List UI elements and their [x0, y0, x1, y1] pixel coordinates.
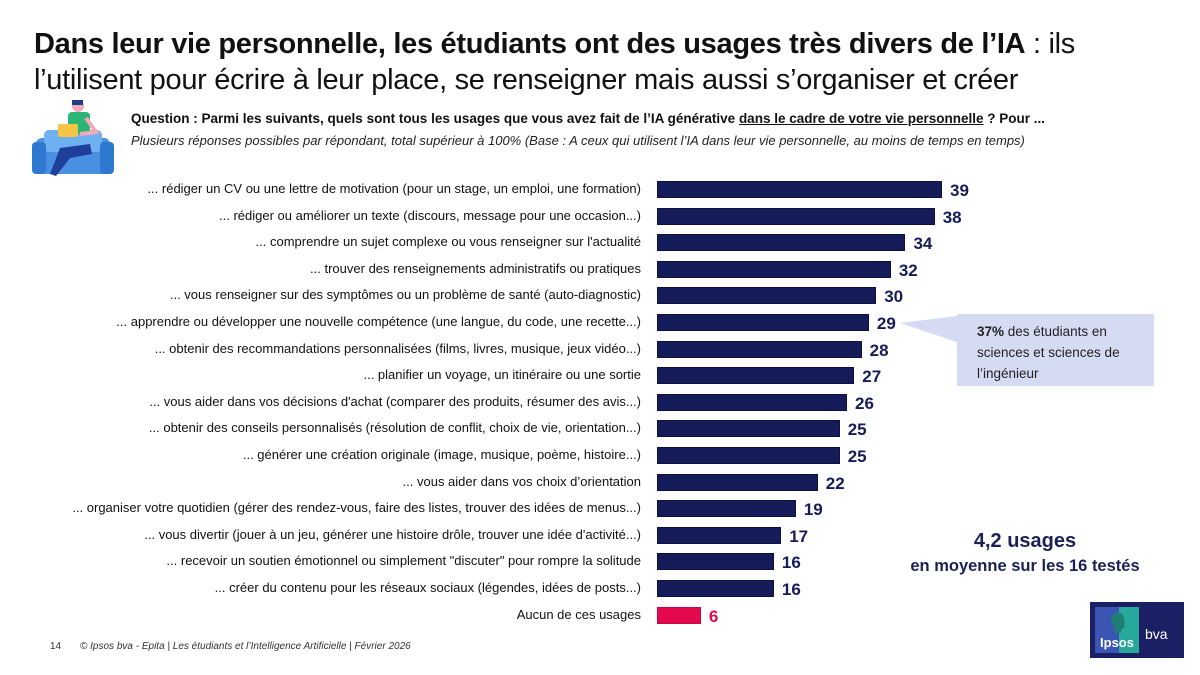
bar: [657, 420, 840, 438]
category-label: ... vous aider dans vos choix d’orientat…: [402, 473, 641, 489]
value-label: 34: [913, 234, 933, 254]
head-profile-icon: [1111, 613, 1126, 633]
callout-percent: 37%: [977, 324, 1005, 339]
footer-source: © Ipsos bva - Epita | Les étudiants et l…: [80, 641, 411, 652]
ipsos-logo-mark: Ipsos: [1095, 607, 1139, 653]
category-label: ... rédiger ou améliorer un texte (disco…: [219, 207, 641, 223]
category-label: ... générer une création originale (imag…: [242, 447, 641, 462]
category-label: Aucun de ces usages: [516, 606, 641, 622]
logo-bva-text: bva: [1145, 626, 1168, 642]
category-label: ... vous divertir (jouer à un jeu, génér…: [144, 526, 641, 542]
value-label: 19: [803, 500, 823, 520]
slide-title-bold: Dans leur vie personnelle, les étudiants…: [34, 28, 1026, 60]
value-label: 29: [876, 314, 896, 333]
callout-text: des étudiants en sciences et sciences de…: [977, 324, 1120, 381]
bar: [657, 553, 774, 571]
question-text: Question : Parmi les suivants, quels son…: [131, 111, 1045, 126]
category-label: ... rédiger un CV ou une lettre de motiv…: [147, 181, 641, 196]
value-label: 25: [847, 420, 867, 440]
category-label: ... vous aider dans vos décisions d'acha…: [149, 393, 641, 409]
bar: [657, 580, 774, 597]
value-label: 17: [789, 526, 809, 546]
value-label: 38: [942, 207, 962, 227]
category-label: ... comprendre un sujet complexe ou vous…: [255, 234, 641, 250]
value-label: 39: [950, 181, 969, 200]
average-usages: 4,2 usages en moyenne sur les 16 testés: [890, 528, 1160, 578]
category-label: ... vous renseigner sur des symptômes ou…: [169, 287, 641, 303]
category-label: ... recevoir un soutien émotionnel ou si…: [166, 553, 641, 569]
category-label: ... organiser votre quotidien (gérer des…: [72, 500, 641, 516]
category-label: ... créer du contenu pour les réseaux so…: [214, 580, 641, 595]
category-label: ... obtenir des conseils personnalisés (…: [148, 420, 641, 436]
value-label: 16: [781, 553, 801, 573]
category-label: ... obtenir des recommandations personna…: [154, 340, 641, 356]
value-label: 30: [884, 287, 904, 307]
bar: [657, 260, 891, 278]
slide-title: Dans leur vie personnelle, les étudiants…: [34, 26, 1184, 98]
value-label: 27: [862, 367, 882, 387]
callout-pointer: [900, 316, 957, 342]
bar: [657, 526, 782, 544]
bar: [657, 207, 935, 225]
category-label: ... planifier un voyage, un itinéraire o…: [363, 367, 641, 383]
slide-title-rest: : ils l’utilisent pour écrire à leur pla…: [34, 28, 1076, 96]
category-label: ... apprendre ou développer une nouvelle…: [116, 314, 641, 329]
callout-box: 37% des étudiants en sciences et science…: [957, 314, 1154, 386]
average-value: 4,2 usages: [973, 530, 1077, 552]
question-underlined: dans le cadre de votre vie personnelle: [738, 111, 984, 126]
value-label: 28: [869, 340, 889, 360]
bar: [657, 287, 877, 305]
bar: [657, 447, 840, 464]
question-suffix: ? Pour ...: [983, 111, 1046, 126]
value-label: 25: [847, 447, 867, 466]
ipsos-bva-logo: Ipsos bva: [1090, 602, 1184, 658]
logo-ipsos-text: Ipsos: [1100, 635, 1134, 650]
value-label: 26: [855, 393, 874, 413]
base-note: Plusieurs réponses possibles par réponda…: [131, 133, 1025, 148]
bar: [657, 314, 869, 331]
average-caption: en moyenne sur les 16 testés: [910, 557, 1140, 575]
bar: [657, 181, 942, 198]
bar-none: [657, 606, 701, 624]
person-on-sofa-illustration: [32, 100, 114, 176]
bar: [657, 500, 796, 518]
bar: [657, 340, 862, 358]
value-label: 32: [898, 260, 918, 280]
question-prefix: Question : Parmi les suivants, quels son…: [131, 111, 739, 126]
value-label: 6: [708, 606, 719, 626]
bar: [657, 473, 818, 491]
page-number: 14: [50, 641, 62, 652]
bar: [657, 367, 855, 385]
value-label: 16: [781, 580, 801, 599]
category-label: ... trouver des renseignements administr…: [310, 260, 641, 276]
bar: [657, 393, 847, 411]
value-label: 22: [825, 473, 845, 493]
bar: [657, 234, 906, 252]
footer: 14 © Ipsos bva - Epita | Les étudiants et…: [50, 641, 411, 652]
